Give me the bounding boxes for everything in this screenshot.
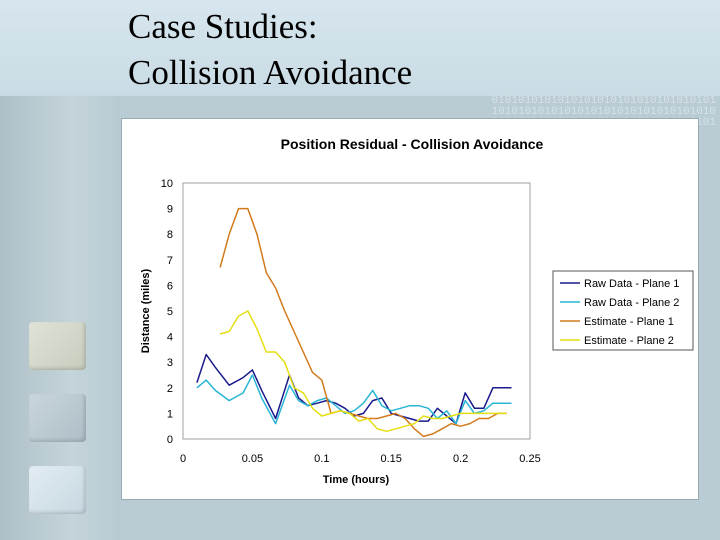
series-group [196, 207, 512, 438]
x-axis-label: Time (hours) [323, 474, 390, 486]
decorative-square [29, 394, 86, 442]
x-tick-label: 0.25 [519, 453, 540, 465]
y-axis: 0 1 2 3 4 5 6 7 8 9 10 [161, 178, 173, 446]
chart-title: Position Residual - Collision Avoidance [281, 136, 544, 152]
x-tick-label: 0 [180, 453, 186, 465]
y-tick-label: 10 [161, 178, 173, 190]
decorative-square [29, 466, 86, 514]
y-tick-label: 3 [167, 357, 173, 369]
legend-box [552, 270, 694, 351]
chart-legend: Raw Data - Plane 1 Raw Data - Plane 2 Esti… [552, 270, 694, 351]
y-axis-label: Distance (miles) [140, 268, 152, 353]
x-tick-label: 0.05 [242, 453, 263, 465]
legend-label: Raw Data - Plane 2 [584, 297, 679, 309]
slide-title-line1: Case Studies: [128, 7, 318, 46]
legend-label: Estimate - Plane 1 [584, 316, 674, 328]
y-tick-label: 8 [167, 229, 173, 241]
x-axis: 0 0.05 0.1 0.15 0.2 0.25 [180, 453, 541, 465]
y-tick-label: 7 [167, 255, 173, 267]
y-tick-label: 2 [167, 383, 173, 395]
y-tick-label: 9 [167, 204, 173, 216]
slide-title-line2: Collision Avoidance [128, 53, 413, 92]
y-tick-label: 0 [167, 434, 173, 446]
y-tick-label: 5 [167, 306, 173, 318]
watermark-line: 1010101010101010101010101010101010 [491, 106, 716, 118]
series-line-2 [196, 374, 512, 425]
series-line-4 [219, 310, 507, 433]
y-tick-label: 6 [167, 280, 173, 292]
x-tick-label: 0.1 [314, 453, 329, 465]
watermark-line: 0101010101010101010101010101010101 [491, 95, 716, 107]
series-line-1 [196, 353, 512, 425]
series-line-3 [219, 207, 507, 438]
plot-area [182, 182, 531, 440]
y-tick-label: 4 [167, 332, 173, 344]
x-tick-label: 0.2 [453, 453, 468, 465]
chart-panel: Position Residual - Collision Avoidance … [121, 118, 699, 500]
legend-label: Raw Data - Plane 1 [584, 278, 679, 290]
decorative-square [29, 322, 86, 370]
legend-label: Estimate - Plane 2 [584, 335, 674, 347]
slide-title: Case Studies: Collision Avoidance [128, 4, 412, 96]
y-tick-label: 1 [167, 408, 173, 420]
line-chart: Position Residual - Collision Avoidance … [140, 136, 694, 486]
slide-header: Case Studies: Collision Avoidance [0, 0, 720, 96]
x-tick-label: 0.15 [380, 453, 401, 465]
